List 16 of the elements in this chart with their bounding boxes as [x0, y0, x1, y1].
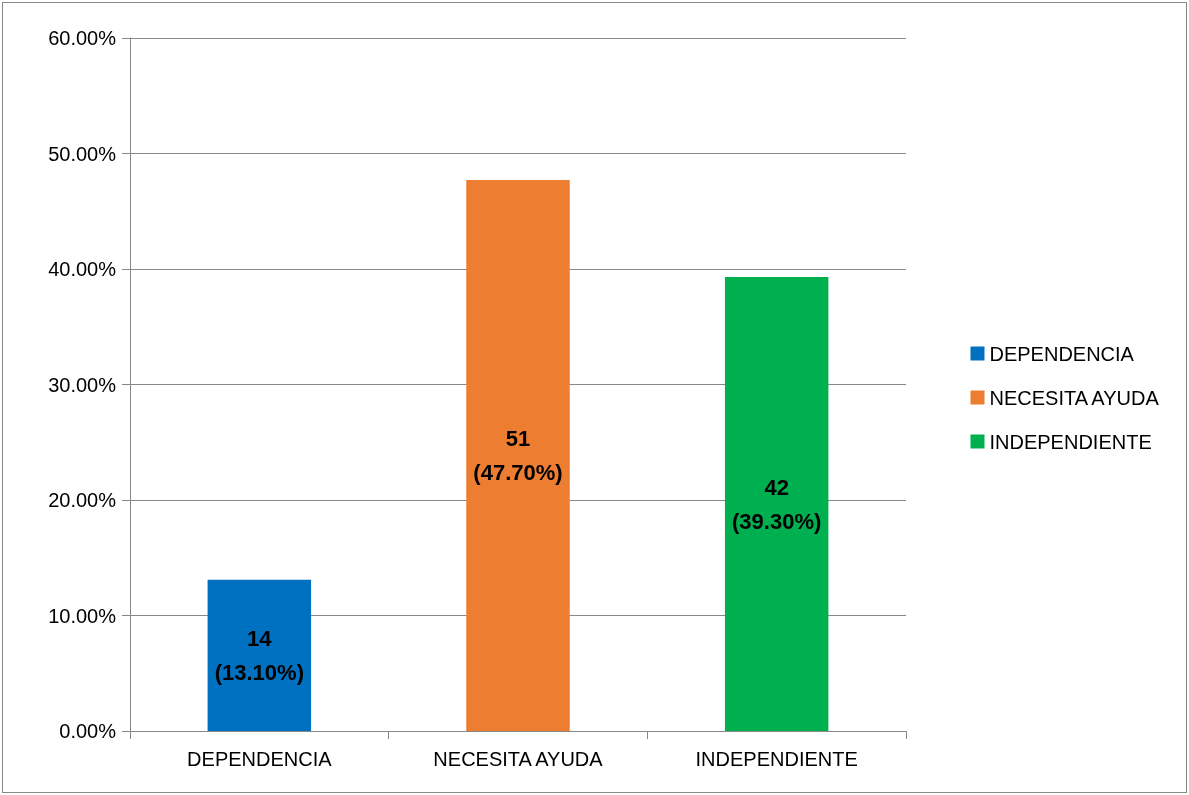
data-label: 42 (39.30%)	[732, 474, 822, 534]
y-tick-label: 0.00%	[59, 720, 117, 742]
y-tick-label: 50.00%	[48, 142, 117, 165]
data-label: 14 (13.10%)	[214, 625, 304, 685]
legend-label: NECESITA AYUDA	[989, 386, 1160, 409]
data-label: 51 (47.70%)	[473, 426, 563, 486]
y-tick-label: 10.00%	[48, 604, 117, 627]
x-tick-label: DEPENDENCIA	[187, 748, 333, 770]
x-tick-label: INDEPENDIENTE	[695, 748, 858, 770]
y-tick-label: 60.00%	[48, 27, 117, 49]
legend-label: INDEPENDIENTE	[989, 430, 1152, 453]
legend-label: DEPENDENCIA	[989, 342, 1135, 365]
y-tick-label: 30.00%	[48, 373, 117, 396]
y-tick-label: 20.00%	[48, 489, 117, 511]
y-tick-label: 40.00%	[48, 258, 117, 280]
x-tick-label: NECESITA AYUDA	[433, 748, 604, 770]
